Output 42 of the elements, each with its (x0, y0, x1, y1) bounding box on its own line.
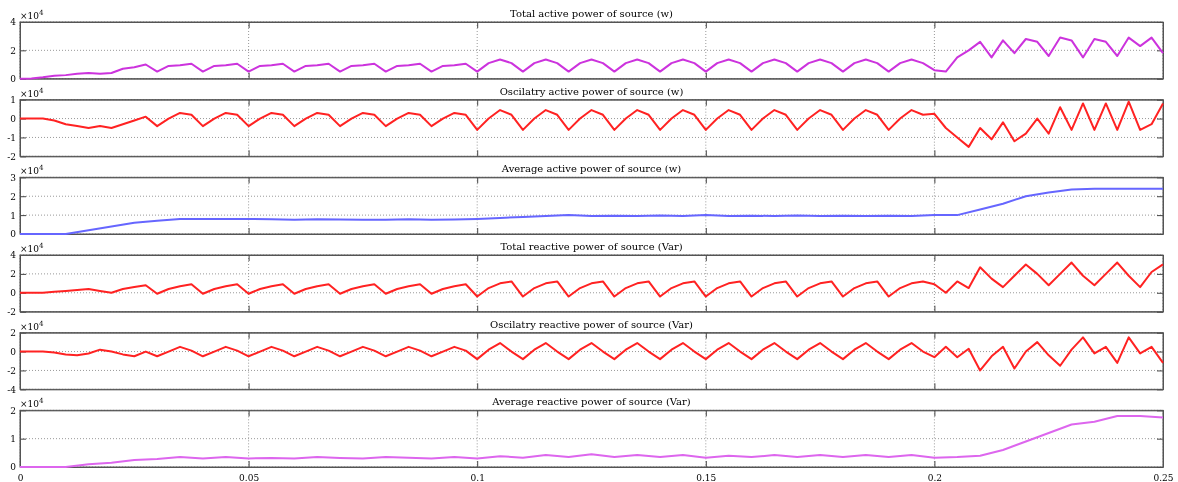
y-tick-label: 0 (10, 74, 17, 85)
chart-title: Average active power of source (w) (500, 163, 682, 175)
chart-title: Oscilatry active power of source (w) (499, 85, 684, 97)
y-tick-label: 3 (10, 172, 17, 183)
y-tick-label: -2 (7, 365, 16, 376)
y-tick-label: 0 (10, 229, 17, 240)
chart-title: Total active power of source (w) (510, 8, 674, 19)
y-tick-label: 1 (10, 95, 16, 106)
y-tick-label: 0 (10, 113, 17, 124)
y-tick-label: 2 (10, 45, 16, 56)
line-series (19, 336, 1164, 372)
chart-title: Oscilatry reactive power of source (Var) (490, 318, 693, 330)
line-series (19, 261, 1164, 298)
y-axis-title: ×10$^{4}$ (20, 240, 44, 254)
x-tick-label: 0.25 (1153, 473, 1174, 482)
y-tick-label: -4 (7, 384, 17, 395)
y-tick-label: 2 (10, 405, 16, 416)
y-axis-title: ×10$^{4}$ (20, 85, 44, 99)
y-axis-title: ×10$^{4}$ (20, 318, 44, 332)
y-tick-label: -1 (7, 132, 16, 143)
y-tick-label: 4 (10, 17, 17, 28)
x-tick-label: 0 (17, 473, 24, 482)
x-tick-label: 0.15 (696, 473, 717, 482)
chart-title: Average reactive power of source (Var) (491, 396, 691, 408)
y-axis-title: ×10$^{4}$ (20, 7, 44, 21)
y-axis-title: ×10$^{4}$ (20, 395, 44, 410)
y-tick-label: 1 (10, 434, 16, 445)
y-tick-label: 1 (10, 210, 16, 221)
chart-title: Total reactive power of source (Var) (500, 241, 683, 252)
y-tick-label: -2 (7, 151, 16, 162)
x-tick-label: 0.1 (470, 473, 485, 482)
y-tick-label: 2 (10, 191, 16, 202)
y-tick-label: -2 (7, 307, 16, 318)
y-tick-label: 2 (10, 328, 16, 339)
y-tick-label: 4 (10, 250, 17, 261)
x-tick-label: 0.2 (927, 473, 943, 482)
y-tick-label: 0 (10, 346, 17, 357)
y-tick-label: 2 (10, 269, 16, 280)
y-tick-label: 0 (10, 288, 17, 299)
x-tick-label: 0.05 (239, 473, 260, 482)
y-tick-label: 0 (10, 462, 17, 473)
y-axis-title: ×10$^{4}$ (20, 162, 44, 177)
